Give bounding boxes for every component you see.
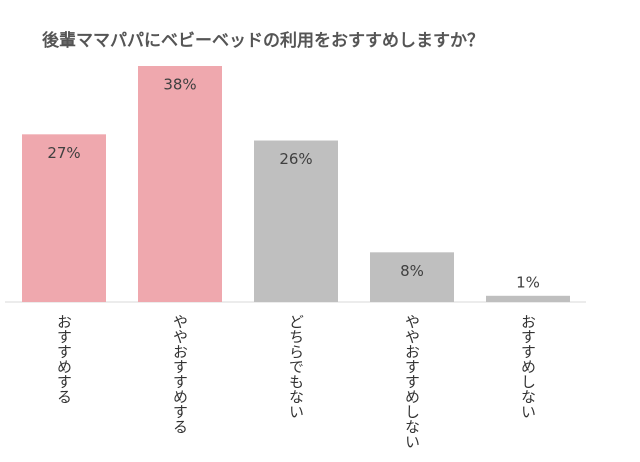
value-label: 27% xyxy=(47,144,80,162)
bar xyxy=(22,134,106,302)
bar xyxy=(486,295,570,302)
value-label: 1% xyxy=(516,273,540,291)
x-tick-label: おすすめする xyxy=(55,314,73,404)
bar xyxy=(138,66,222,302)
value-label: 38% xyxy=(163,76,196,94)
x-tick-label: おすすめしない xyxy=(519,314,537,419)
chart-title: 後輩ママパパにベビーベッドの利用をおすすめしますか？ xyxy=(42,30,484,51)
bar xyxy=(370,252,454,302)
bar xyxy=(254,140,338,302)
x-tick-label: ややおすすめしない xyxy=(403,314,421,449)
x-tick-label: ややおすすめする xyxy=(171,314,189,434)
x-tick-label: どちらでもない xyxy=(287,314,305,419)
value-label: 8% xyxy=(400,262,424,280)
value-label: 26% xyxy=(279,150,312,168)
